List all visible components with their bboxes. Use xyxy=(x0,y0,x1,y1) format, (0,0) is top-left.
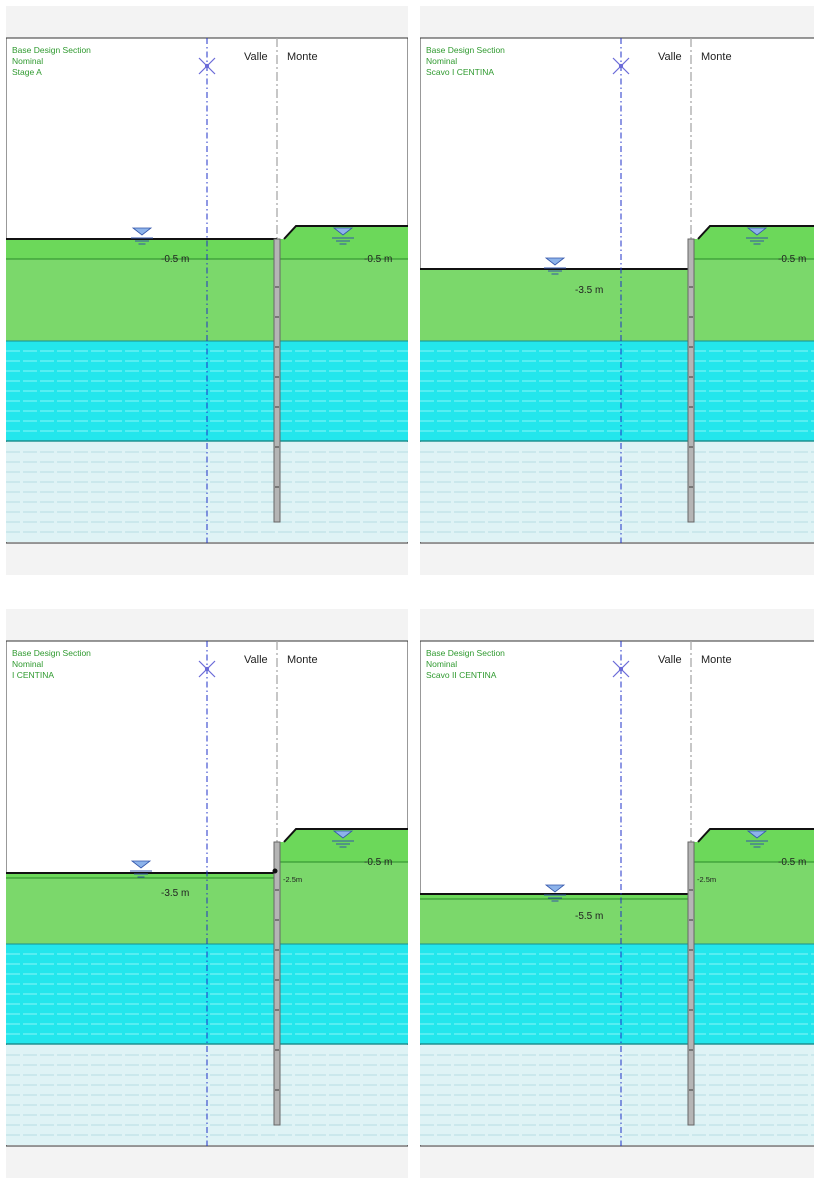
title-line-1: Base Design Section xyxy=(426,648,505,658)
left-level-label: -3.5 m xyxy=(161,888,189,899)
left-level-label: -5.5 m xyxy=(575,911,603,922)
panel-i-centina: -3.5 m -0.5 m -2.5m Valle Monte Base Des… xyxy=(6,609,408,1178)
panel-stage-a: -0.5 m -0.5 m Valle Monte Base Design Se… xyxy=(6,6,408,575)
title-line-3: Scavo I CENTINA xyxy=(426,67,494,77)
panel-scavo-ii-centina: -5.5 m -0.5 m -2.5m Valle Monte Base Des… xyxy=(420,609,814,1178)
layer-clay xyxy=(420,340,814,442)
layer-silt xyxy=(420,442,814,542)
water-table-left-icon xyxy=(544,884,566,902)
right-level-label: -0.5 m xyxy=(364,254,392,265)
symmetry-marker-icon xyxy=(612,57,630,75)
title-line-1: Base Design Section xyxy=(12,648,91,658)
side-left-label: Valle xyxy=(658,654,682,666)
layer-sand-left xyxy=(420,893,691,944)
water-table-right-icon xyxy=(332,830,354,848)
title-line-3: I CENTINA xyxy=(12,670,54,680)
title-line-2: Nominal xyxy=(12,56,43,66)
water-table-right-icon xyxy=(746,227,768,245)
layer-clay xyxy=(420,943,814,1045)
water-table-left-icon xyxy=(131,227,153,245)
title-line-2: Nominal xyxy=(426,659,457,669)
side-left-label: Valle xyxy=(244,654,268,666)
right-level-label: -0.5 m xyxy=(778,254,806,265)
title-line-3: Stage A xyxy=(12,67,42,77)
title-line-2: Nominal xyxy=(12,659,43,669)
layer-sand-left xyxy=(6,872,277,944)
side-right-label: Monte xyxy=(701,51,732,63)
symmetry-marker-icon xyxy=(198,660,216,678)
side-right-label: Monte xyxy=(287,51,318,63)
side-left-label: Valle xyxy=(658,51,682,63)
diaphragm-wall xyxy=(687,238,695,523)
diaphragm-wall xyxy=(273,238,281,523)
section-drawing: -0.5 m -0.5 m Valle Monte Base Design Se… xyxy=(6,37,408,544)
right-level-label: -0.5 m xyxy=(778,857,806,868)
layer-sand-right xyxy=(691,225,814,341)
strut-anchor-point xyxy=(272,868,278,874)
layer-sand-left xyxy=(6,238,277,341)
left-level-label: -0.5 m xyxy=(161,254,189,265)
water-table-left-icon xyxy=(130,860,152,878)
side-left-label: Valle xyxy=(244,51,268,63)
water-table-left-icon xyxy=(544,257,566,275)
section-drawing: -3.5 m -0.5 m Valle Monte Base Design Se… xyxy=(420,37,814,544)
layer-sand-right xyxy=(691,828,814,944)
layer-sand-right xyxy=(277,225,408,341)
symmetry-marker-icon xyxy=(198,57,216,75)
water-table-right-icon xyxy=(746,830,768,848)
section-drawing: -3.5 m -0.5 m -2.5m Valle Monte Base Des… xyxy=(6,640,408,1147)
layer-sand-right xyxy=(277,828,408,944)
wall-level-label: -2.5m xyxy=(283,875,302,884)
symmetry-marker-icon xyxy=(612,660,630,678)
right-level-label: -0.5 m xyxy=(364,857,392,868)
title-line-1: Base Design Section xyxy=(426,45,505,55)
title-line-3: Scavo II CENTINA xyxy=(426,670,497,680)
section-drawing: -5.5 m -0.5 m -2.5m Valle Monte Base Des… xyxy=(420,640,814,1147)
panel-scavo-i-centina: -3.5 m -0.5 m Valle Monte Base Design Se… xyxy=(420,6,814,575)
title-line-1: Base Design Section xyxy=(12,45,91,55)
left-level-label: -3.5 m xyxy=(575,285,603,296)
layer-silt xyxy=(420,1045,814,1145)
side-right-label: Monte xyxy=(287,654,318,666)
title-line-2: Nominal xyxy=(426,56,457,66)
diaphragm-wall xyxy=(687,841,695,1126)
side-right-label: Monte xyxy=(701,654,732,666)
diaphragm-wall xyxy=(273,841,281,1126)
wall-level-label: -2.5m xyxy=(697,875,716,884)
water-table-right-icon xyxy=(332,227,354,245)
layer-sand-left xyxy=(420,268,691,341)
